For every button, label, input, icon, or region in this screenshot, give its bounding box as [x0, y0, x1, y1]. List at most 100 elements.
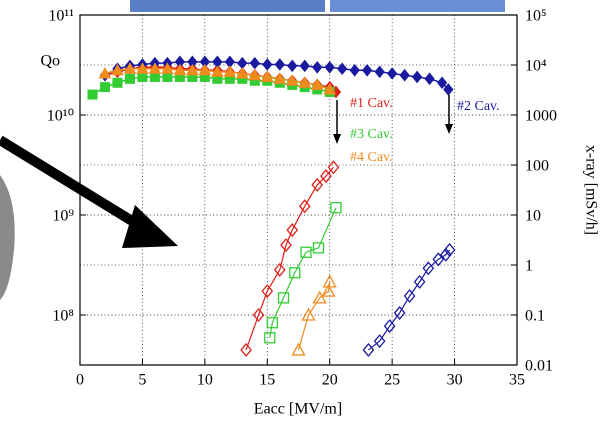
photo-fragment [0, 175, 15, 300]
pointer-arrow-head [122, 205, 178, 248]
marker [321, 283, 336, 297]
y2-tick-label: 1000 [525, 108, 557, 125]
y2-axis-label: x-ray [mSv/h] [582, 145, 599, 235]
x-tick-label: 20 [322, 372, 338, 389]
marker [137, 71, 148, 82]
marker [439, 247, 452, 262]
x-tick-label: 25 [384, 372, 400, 389]
y2-tick-label: 0.01 [525, 358, 553, 375]
y2-tick-label: 10⁵ [525, 8, 547, 25]
marker [99, 82, 110, 93]
marker [252, 307, 265, 323]
marker [432, 252, 445, 267]
marker [136, 62, 149, 74]
marker [173, 63, 187, 76]
marker [424, 72, 435, 86]
y2-tick-label: 10 [525, 208, 541, 225]
series-label: #1 Cav. [350, 96, 393, 111]
marker [320, 169, 332, 184]
y-tick-label: 10¹¹ [48, 8, 74, 25]
photo-fragment [130, 0, 325, 12]
marker [261, 284, 274, 299]
series-line [297, 281, 331, 351]
marker [362, 63, 373, 77]
marker [312, 242, 325, 254]
x-tick-label: 35 [509, 372, 525, 389]
marker [273, 262, 286, 277]
marker [327, 160, 340, 175]
series-label: #4 Cav. [350, 150, 393, 165]
y2-tick-label: 1 [525, 258, 533, 275]
x-axis-label: Eacc [MV/m] [254, 401, 342, 418]
marker [277, 292, 290, 304]
marker [260, 70, 274, 82]
marker [443, 242, 456, 257]
y-axis-label: Qo [40, 53, 60, 70]
marker [149, 71, 160, 82]
marker [262, 58, 273, 71]
marker [273, 72, 287, 84]
marks [87, 55, 456, 357]
marker [87, 89, 98, 100]
marker [330, 202, 342, 214]
x-tick-label: 10 [197, 372, 213, 389]
marker [322, 274, 337, 288]
marker [374, 65, 385, 79]
marker [422, 261, 435, 276]
marker [210, 65, 224, 77]
marker [443, 83, 454, 96]
marker [123, 62, 137, 74]
marker [373, 334, 386, 349]
marker [323, 82, 337, 95]
marker [298, 76, 312, 88]
y-tick-label: 10¹⁰ [47, 108, 74, 125]
drop-arrow-head [445, 124, 453, 134]
marker [161, 62, 174, 74]
y2-tick-label: 100 [525, 158, 549, 175]
marker [248, 68, 262, 81]
marker [112, 77, 123, 88]
marker [280, 238, 292, 253]
marker [223, 65, 237, 77]
marker [98, 66, 112, 79]
marker [310, 78, 324, 90]
series-label: #2 Cav. [457, 99, 500, 114]
marker [186, 63, 199, 76]
marker [285, 74, 299, 86]
marker [383, 319, 396, 334]
marker [337, 62, 348, 76]
y-tick-label: 10⁹ [52, 208, 74, 225]
marker [311, 177, 324, 192]
x-tick-label: 5 [138, 372, 146, 389]
series-label: #3 Cav. [350, 127, 393, 142]
marker [312, 290, 327, 304]
marker [362, 342, 375, 357]
marker [324, 60, 335, 74]
marker [300, 246, 312, 258]
marker [413, 274, 426, 289]
marker [436, 76, 448, 90]
marker [124, 73, 135, 84]
marker [291, 342, 306, 356]
marker [289, 267, 301, 279]
series-line [245, 166, 334, 351]
marker [286, 223, 299, 238]
marker [301, 307, 316, 321]
photo-fragment [330, 0, 505, 12]
marker [266, 317, 278, 329]
marker [235, 66, 249, 79]
x-tick-label: 0 [76, 372, 84, 389]
marker [393, 305, 406, 320]
marker [148, 62, 162, 74]
marker [312, 60, 323, 74]
marker [299, 59, 310, 73]
marker [249, 56, 260, 70]
marker [274, 58, 285, 71]
marker [298, 199, 311, 214]
pointer-arrow [0, 135, 153, 237]
marker [240, 342, 252, 357]
marker [111, 63, 124, 76]
marker [411, 70, 423, 84]
marker [162, 71, 173, 82]
